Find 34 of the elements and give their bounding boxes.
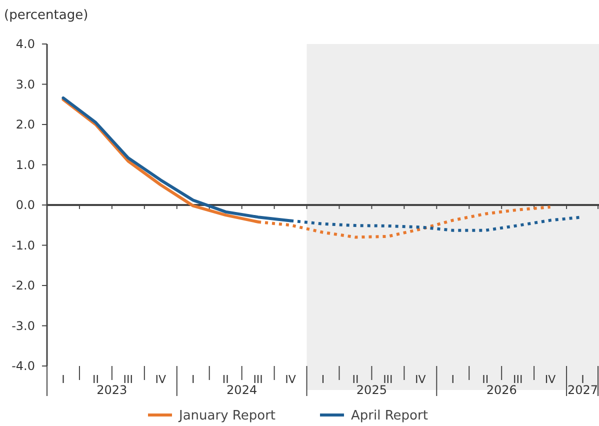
x-tick-label: III bbox=[123, 373, 134, 386]
x-tick-label: II bbox=[482, 373, 489, 386]
x-tick-label: IV bbox=[415, 373, 426, 386]
x-tick-label: III bbox=[512, 373, 523, 386]
x-tick-label: II bbox=[352, 373, 359, 386]
text: 2024 bbox=[226, 383, 258, 397]
legend-label: April Report bbox=[351, 408, 428, 424]
text: 2025 bbox=[356, 383, 387, 397]
y-tick-label: 2.0 bbox=[16, 118, 35, 132]
y-tick-label: -3.0 bbox=[12, 318, 35, 333]
y-tick-label: -1.0 bbox=[12, 238, 35, 252]
y-tick-label: 3.0 bbox=[16, 77, 35, 92]
y-tick-label: 1.0 bbox=[16, 158, 35, 172]
text: 2027 bbox=[567, 383, 598, 397]
y-tick-label: -2.0 bbox=[12, 278, 35, 293]
x-tick-label: IV bbox=[544, 373, 556, 386]
x-tick-label: III bbox=[253, 373, 263, 386]
x-tick-label: I bbox=[191, 373, 195, 386]
x-tick-label: IV bbox=[155, 373, 166, 386]
x-tick-label: I bbox=[581, 373, 584, 386]
y-tick-label: -4.0 bbox=[12, 359, 35, 374]
x-tick-label: II bbox=[92, 373, 99, 386]
y-tick-label: 0.0 bbox=[16, 198, 35, 212]
x-tick-label: I bbox=[321, 373, 325, 386]
x-tick-label: I bbox=[451, 373, 455, 386]
legend-label: January Report bbox=[178, 408, 276, 424]
text: 2026 bbox=[486, 383, 517, 397]
x-tick-label: III bbox=[383, 373, 393, 386]
y-tick-label: 4.0 bbox=[16, 37, 35, 52]
text: 2023 bbox=[96, 383, 128, 397]
x-tick-label: I bbox=[62, 373, 65, 386]
x-tick-label: II bbox=[222, 373, 229, 386]
x-tick-label: IV bbox=[285, 373, 296, 386]
y-axis-title: (percentage) bbox=[4, 8, 88, 23]
